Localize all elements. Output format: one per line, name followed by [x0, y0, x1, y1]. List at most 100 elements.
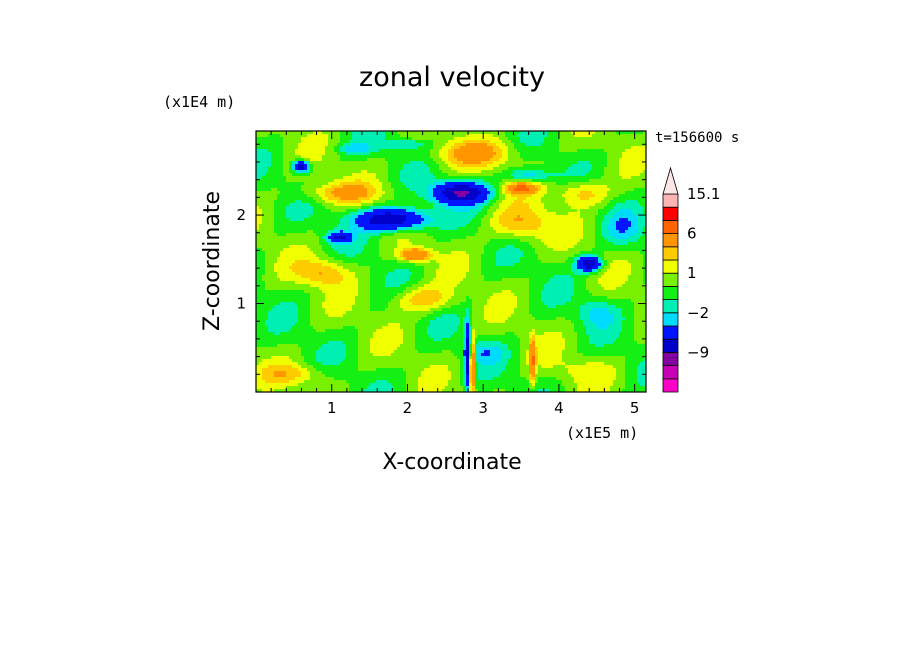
- contour-cell: [541, 227, 545, 231]
- contour-cell: [577, 236, 581, 240]
- contour-cell: [478, 191, 482, 195]
- contour-cell: [463, 140, 467, 144]
- contour-cell: [538, 227, 542, 231]
- contour-cell: [370, 203, 374, 207]
- contour-cell: [460, 182, 464, 186]
- contour-cell: [301, 173, 305, 177]
- contour-cell: [541, 188, 545, 192]
- contour-cell: [430, 221, 434, 225]
- contour-cell: [376, 212, 380, 216]
- contour-cell: [424, 149, 428, 153]
- contour-cell: [574, 182, 578, 186]
- contour-cell: [355, 230, 359, 234]
- contour-cell: [325, 236, 329, 240]
- contour-cell: [337, 152, 341, 156]
- contour-cell: [529, 197, 533, 201]
- contour-cell: [553, 185, 557, 189]
- contour-cell: [565, 155, 569, 159]
- contour-cell: [382, 131, 386, 135]
- contour-cell: [358, 197, 362, 201]
- contour-cell: [310, 203, 314, 207]
- contour-cell: [409, 191, 413, 195]
- contour-cell: [430, 224, 434, 228]
- contour-cell: [436, 140, 440, 144]
- contour-cell: [430, 137, 434, 141]
- contour-cell: [412, 161, 416, 165]
- contour-cell: [418, 197, 422, 201]
- contour-cell: [451, 176, 455, 180]
- contour-cell: [376, 146, 380, 150]
- contour-cell: [376, 176, 380, 180]
- contour-cell: [433, 200, 437, 204]
- contour-cell: [562, 131, 566, 135]
- contour-cell: [322, 236, 326, 240]
- contour-cell: [481, 182, 485, 186]
- contour-cell: [595, 155, 599, 159]
- contour-cell: [277, 224, 281, 228]
- contour-cell: [403, 206, 407, 210]
- contour-cell: [466, 155, 470, 159]
- contour-cell: [502, 203, 506, 207]
- contour-cell: [349, 140, 353, 144]
- contour-cell: [277, 197, 281, 201]
- contour-cell: [457, 137, 461, 141]
- contour-cell: [454, 155, 458, 159]
- contour-cell: [625, 212, 629, 216]
- contour-cell: [580, 179, 584, 183]
- contour-cell: [277, 134, 281, 138]
- contour-cell: [382, 164, 386, 168]
- contour-cell: [406, 218, 410, 222]
- contour-cell: [583, 197, 587, 201]
- contour-cell: [508, 191, 512, 195]
- contour-cell: [613, 173, 617, 177]
- contour-cell: [394, 152, 398, 156]
- contour-cell: [634, 242, 638, 246]
- contour-cell: [379, 215, 383, 219]
- contour-cell: [586, 221, 590, 225]
- contour-cell: [547, 224, 551, 228]
- contour-cell: [556, 206, 560, 210]
- contour-cell: [325, 161, 329, 165]
- contour-cell: [442, 194, 446, 198]
- contour-cell: [412, 173, 416, 177]
- contour-cell: [310, 161, 314, 165]
- contour-cell: [370, 230, 374, 234]
- contour-cell: [631, 173, 635, 177]
- contour-cell: [295, 137, 299, 141]
- contour-cell: [559, 197, 563, 201]
- contour-cell: [523, 176, 527, 180]
- contour-cell: [640, 146, 644, 150]
- contour-cell: [628, 188, 632, 192]
- contour-cell: [508, 155, 512, 159]
- contour-cell: [271, 200, 275, 204]
- contour-cell: [631, 233, 635, 237]
- contour-cell: [538, 218, 542, 222]
- contour-cell: [337, 236, 341, 240]
- contour-cell: [346, 182, 350, 186]
- contour-cell: [400, 242, 404, 246]
- contour-cell: [424, 230, 428, 234]
- contour-cell: [418, 224, 422, 228]
- contour-cell: [616, 149, 620, 153]
- contour-cell: [571, 185, 575, 189]
- contour-cell: [331, 215, 335, 219]
- contour-cell: [286, 236, 290, 240]
- contour-cell: [595, 173, 599, 177]
- contour-cell: [421, 167, 425, 171]
- contour-cell: [496, 170, 500, 174]
- contour-cell: [355, 170, 359, 174]
- contour-cell: [628, 194, 632, 198]
- contour-cell: [373, 155, 377, 159]
- contour-cell: [334, 203, 338, 207]
- contour-cell: [640, 155, 644, 159]
- contour-cell: [610, 206, 614, 210]
- contour-cell: [472, 137, 476, 141]
- contour-cell: [382, 230, 386, 234]
- contour-cell: [493, 143, 497, 147]
- contour-cell: [451, 182, 455, 186]
- contour-cell: [373, 185, 377, 189]
- contour-cell: [448, 191, 452, 195]
- contour-cell: [340, 152, 344, 156]
- contour-cell: [565, 131, 569, 135]
